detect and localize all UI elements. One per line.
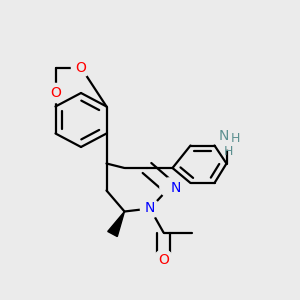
Circle shape <box>140 199 160 218</box>
Circle shape <box>154 250 173 269</box>
Text: O: O <box>76 61 86 74</box>
Circle shape <box>71 58 91 77</box>
Text: N: N <box>145 202 155 215</box>
Polygon shape <box>108 212 124 236</box>
Text: N: N <box>170 181 181 194</box>
Circle shape <box>217 130 236 149</box>
Text: O: O <box>158 253 169 266</box>
Circle shape <box>160 178 179 197</box>
Text: H: H <box>223 145 233 158</box>
Text: O: O <box>50 86 61 100</box>
Text: N: N <box>218 130 229 143</box>
Text: H: H <box>231 131 240 145</box>
Circle shape <box>46 83 65 103</box>
